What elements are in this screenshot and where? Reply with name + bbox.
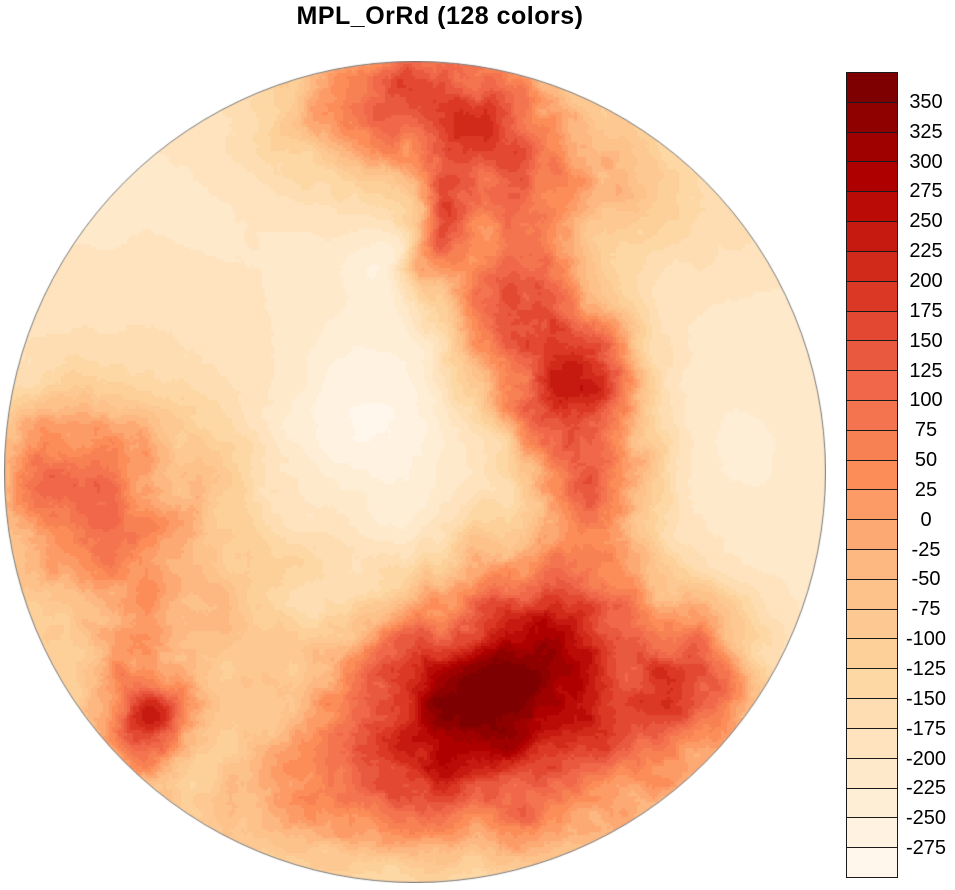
colorbar-cell [847,460,897,491]
colorbar-cell [847,192,897,223]
colorbar-cell [847,639,897,670]
colorbar-tick-labels: 350 325 300 275 250 225 200 175 150 125 100 75 50 25 0… [899,72,953,878]
colorbar-tick-label: 175 [909,299,943,322]
colorbar-cell [847,818,897,849]
colorbar-tick-label: 125 [909,359,943,382]
colorbar-cell [847,609,897,640]
colorbar-tick-label: -100 [905,628,947,651]
colorbar-cell [847,490,897,521]
colorbar-cell [847,669,897,700]
colorbar-tick-label: -250 [905,807,947,830]
colorbar-tick-label: 150 [909,329,943,352]
colorbar-cell [847,400,897,431]
colorbar-cell [847,699,897,729]
colorbar-tick-label: 200 [909,269,943,292]
colorbar-tick-label: -125 [905,658,947,681]
colorbar-tick-label: -25 [911,538,941,561]
colorbar-tick-label: 325 [909,120,943,143]
colorbar-cell [847,251,897,282]
colorbar-tick-label: -175 [905,717,947,740]
colorbar-tick-label: 25 [914,478,938,501]
colorbar-tick-label: -275 [905,837,947,860]
colorbar-tick-label: 0 [920,508,932,531]
colorbar-tick-label: 275 [909,180,943,203]
colorbar-tick-label: -150 [905,687,947,710]
colorbar-cell [847,520,897,550]
colorbar-cell [847,311,897,342]
colorbar-cell [847,102,897,133]
colorbar-tick-label: 100 [909,389,943,412]
colorbar-cell [847,788,897,819]
colorbar-tick-label: 50 [914,449,938,472]
colorbar-tick-label: -225 [905,777,947,800]
plot-title: MPL_OrRd (128 colors) [296,2,584,30]
colorbar-cell [847,550,897,580]
colorbar-cell [847,579,897,610]
colorbar-cell [847,341,897,372]
colorbar-tick-label: -75 [911,598,941,621]
colorbar-tick-label: -50 [911,568,941,591]
colorbar-cell [847,430,897,461]
polar-map-canvas [4,61,826,883]
colorbar-tick-label: 225 [909,240,943,263]
colorbar-cell [847,371,897,401]
colorbar-tick-label: 300 [909,150,943,173]
colorbar-tick-label: 350 [909,90,943,113]
colorbar-cell [847,728,897,759]
colorbar [846,72,898,878]
colorbar-cell [847,281,897,312]
colorbar-cell [847,162,897,193]
colorbar-cell [847,848,897,877]
colorbar-cell [847,132,897,163]
colorbar-cell [847,73,897,103]
colorbar-tick-label: -200 [905,747,947,770]
colorbar-tick-label: 75 [914,419,938,442]
colorbar-cell [847,758,897,789]
colorbar-tick-label: 250 [909,210,943,233]
colorbar-cell [847,222,897,252]
